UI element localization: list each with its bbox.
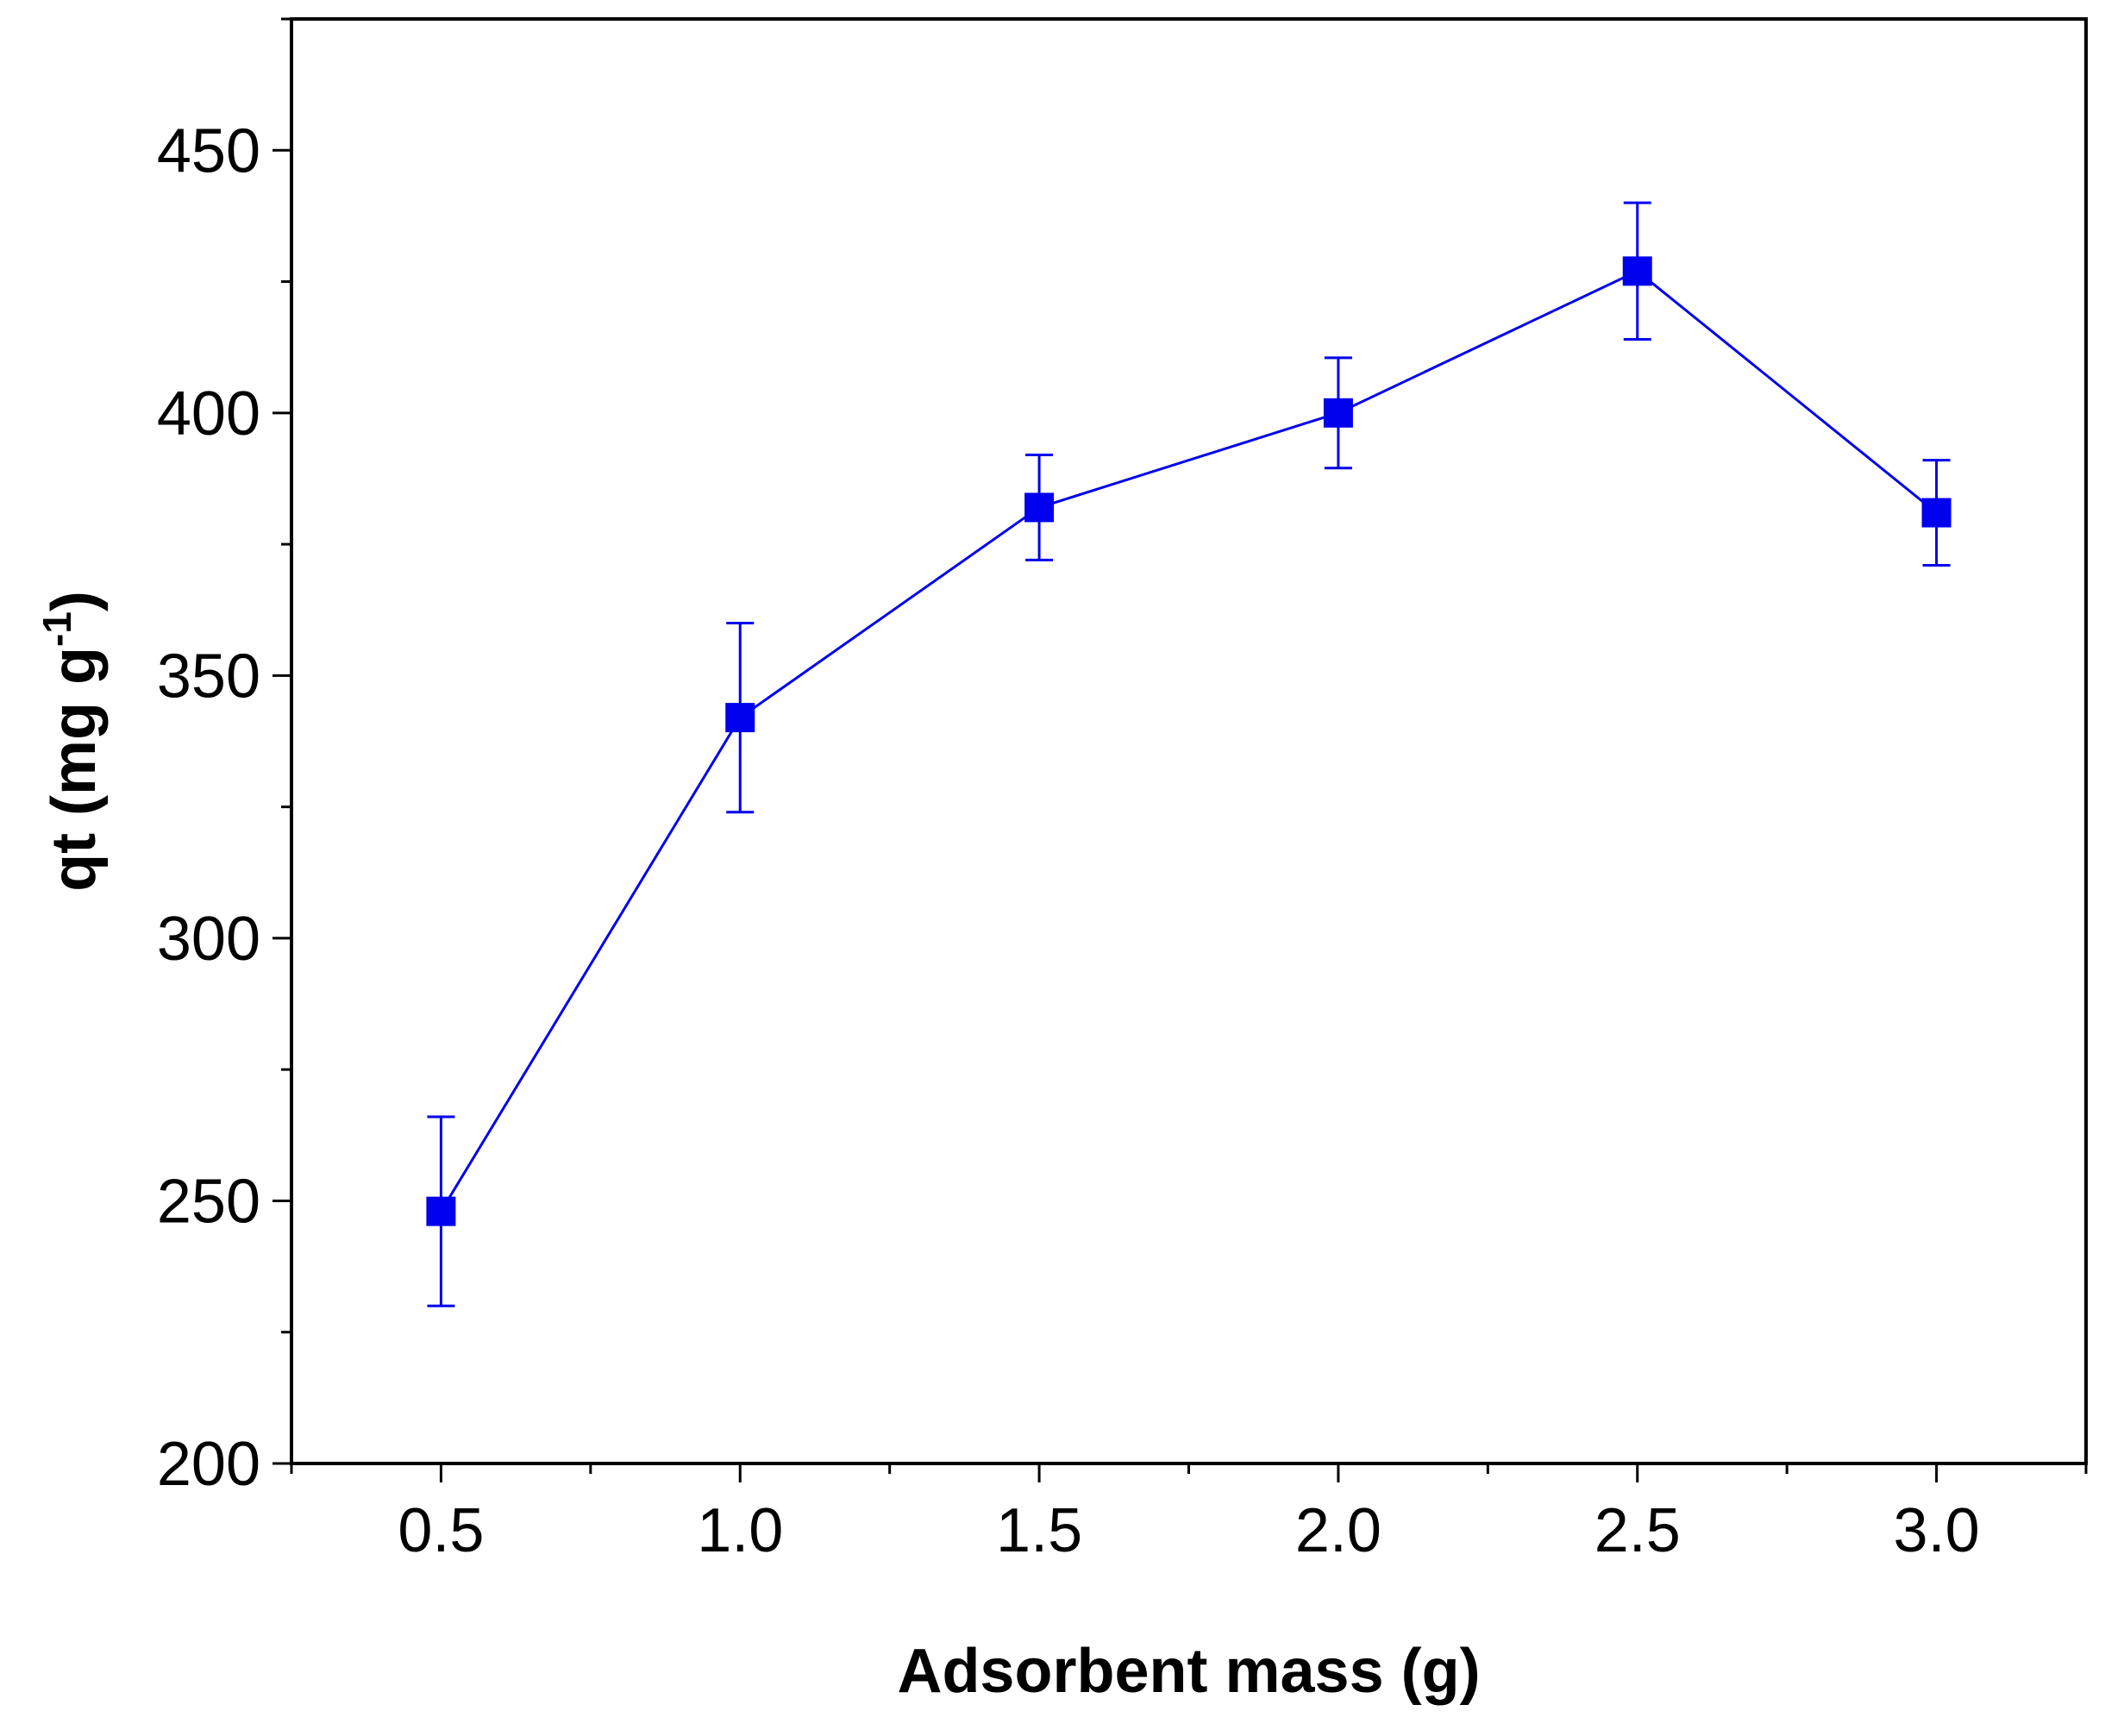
- x-tick-label: 0.5: [398, 1496, 484, 1565]
- data-point: [725, 703, 755, 733]
- plot-frame: [290, 17, 2088, 1465]
- x-tick-label: 3.0: [1894, 1496, 1980, 1565]
- y-axis-title-close: ): [40, 591, 109, 611]
- y-axis-title-base: qt (mg g: [40, 647, 109, 892]
- y-tick-label: 250: [157, 1167, 260, 1236]
- series-line: [440, 269, 1938, 1213]
- data-point: [1921, 498, 1952, 528]
- x-tick-label: 1.5: [996, 1496, 1082, 1565]
- y-tick-label: 400: [157, 379, 260, 448]
- x-tick-labels: 0.5 1.0 1.5 2.0 2.5 3.0: [398, 1496, 1979, 1565]
- x-tick-label: 2.0: [1295, 1496, 1381, 1565]
- y-tick-labels: 200 250 300 350 400 450: [157, 116, 260, 1499]
- data-point: [426, 1196, 456, 1226]
- axis-ticks: [273, 17, 2088, 1482]
- x-axis-title: Adsorbent mass (g): [897, 1637, 1480, 1706]
- y-axis-title: qt (mg g-1): [34, 591, 109, 892]
- x-tick-label: 2.5: [1594, 1496, 1681, 1565]
- data-point: [1323, 398, 1353, 428]
- y-axis-title-superscript: -1: [34, 611, 79, 647]
- y-tick-label: 450: [157, 116, 260, 185]
- series-layer: [426, 201, 1952, 1307]
- data-point: [1622, 256, 1652, 286]
- data-point: [1024, 492, 1055, 523]
- x-tick-label: 1.0: [697, 1496, 783, 1565]
- y-tick-label: 350: [157, 642, 260, 711]
- y-tick-label: 200: [157, 1430, 260, 1499]
- y-tick-label: 300: [157, 905, 260, 974]
